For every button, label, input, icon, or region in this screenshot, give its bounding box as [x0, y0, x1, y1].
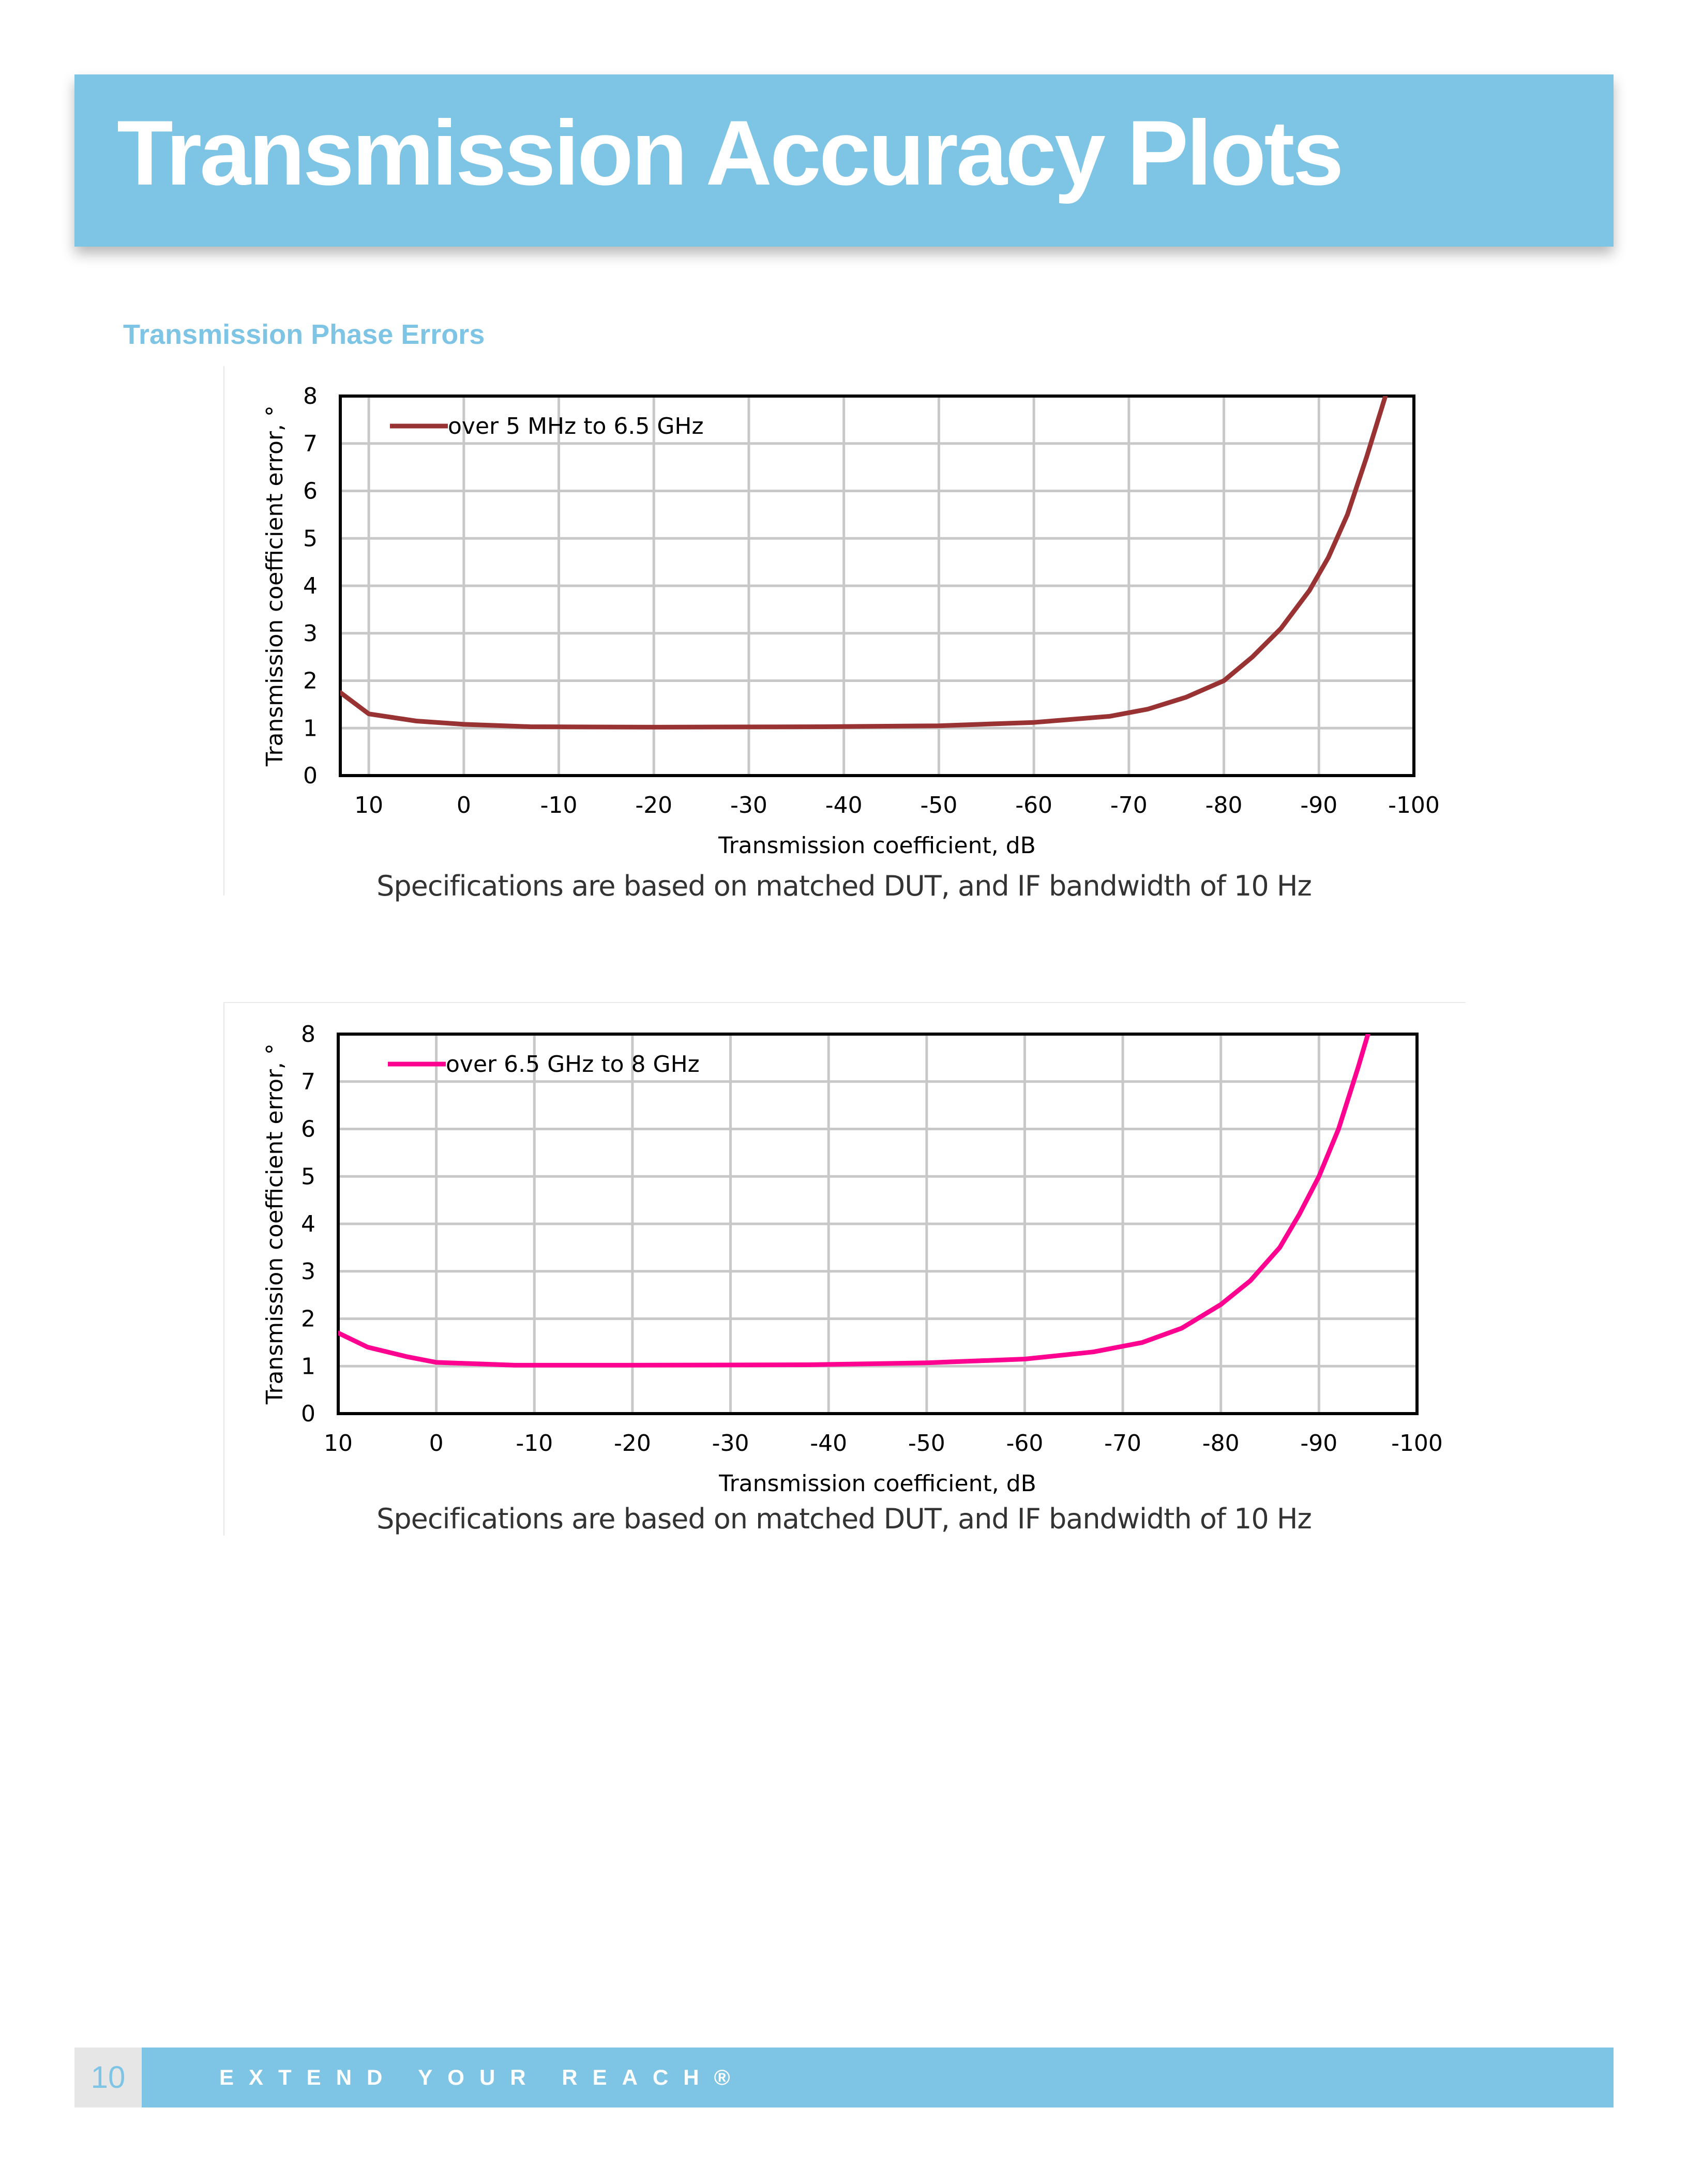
x-tick-label: -30 — [712, 1430, 749, 1457]
x-tick-label: -20 — [635, 792, 672, 818]
y-tick-label: 6 — [303, 478, 318, 505]
y-tick-label: 8 — [303, 383, 318, 410]
series-line — [340, 396, 1388, 730]
grid-lines — [337, 1033, 1419, 1415]
grid-lines — [340, 395, 1415, 777]
y-tick-label: 0 — [301, 1401, 315, 1427]
x-tick-label: -80 — [1202, 1430, 1240, 1457]
y-tick-label: 4 — [301, 1211, 315, 1237]
x-tick-label: -40 — [810, 1430, 847, 1457]
x-tick-label: -50 — [908, 1430, 945, 1457]
chart-caption-2: Specifications are based on matched DUT,… — [376, 1503, 1312, 1535]
footer-tagline: EXTEND YOUR REACH® — [219, 2065, 745, 2089]
x-tick-label: -10 — [540, 792, 578, 818]
page-number: 10 — [74, 2048, 142, 2107]
y-axis-label: Transmission coefficient error, ° — [262, 405, 288, 767]
y-tick-label: 3 — [301, 1258, 315, 1285]
y-axis-label: Transmission coefficient error, ° — [262, 1043, 288, 1405]
x-tick-label: -80 — [1205, 792, 1243, 818]
y-tick-label: 7 — [301, 1069, 315, 1095]
y-tick-label: 0 — [303, 763, 318, 789]
legend-label: over 5 MHz to 6.5 GHz — [448, 413, 704, 439]
chart-frame-1: 10 0 -10 -20 -30 -40 -50 -60 -70 -80 -90 -100 0 1 2 3 4 5… — [223, 366, 1466, 896]
x-tick-label: -70 — [1110, 792, 1148, 818]
x-tick-label: -30 — [730, 792, 767, 818]
x-tick-label: -40 — [825, 792, 863, 818]
series-line — [338, 1034, 1370, 1368]
chart-caption-1: Specifications are based on matched DUT,… — [376, 870, 1312, 902]
x-tick-label: -70 — [1104, 1430, 1141, 1457]
x-tick-label: 0 — [429, 1430, 444, 1457]
chart-frame-2: 10 0 -10 -20 -30 -40 -50 -60 -70 -80 -90 -100 0 1 2 3 4 5… — [223, 1002, 1466, 1536]
x-axis-label: Transmission coefficient, dB — [718, 1470, 1036, 1497]
y-tick-label: 4 — [303, 573, 318, 599]
y-tick-label: 2 — [301, 1306, 315, 1332]
footer-bar: EXTEND YOUR REACH® — [142, 2048, 1614, 2107]
x-tick-label: -20 — [614, 1430, 651, 1457]
x-tick-label: -10 — [516, 1430, 553, 1457]
y-tick-label: 6 — [301, 1116, 315, 1143]
y-tick-label: 3 — [303, 620, 318, 647]
x-tick-label: -90 — [1300, 1430, 1337, 1457]
phase-error-chart-1: 10 0 -10 -20 -30 -40 -50 -60 -70 -80 -90 -100 0 1 2 3 4 5… — [262, 383, 1440, 859]
title-banner: Transmission Accuracy Plots — [74, 74, 1614, 247]
plot-area-border — [339, 395, 1415, 777]
x-tick-label: -100 — [1391, 1430, 1443, 1457]
x-tick-label: -60 — [1015, 792, 1052, 818]
x-tick-label: 0 — [457, 792, 471, 818]
plot-area-border — [337, 1033, 1419, 1415]
x-tick-label: -90 — [1300, 792, 1337, 818]
y-tick-label: 5 — [303, 525, 318, 552]
x-axis-label: Transmission coefficient, dB — [718, 832, 1036, 859]
y-tick-label: 8 — [301, 1021, 315, 1048]
x-tick-label: -50 — [920, 792, 957, 818]
x-tick-label: -60 — [1006, 1430, 1044, 1457]
x-tick-label: 10 — [354, 792, 383, 818]
y-tick-label: 5 — [301, 1163, 315, 1190]
section-title: Transmission Phase Errors — [123, 319, 485, 350]
y-tick-label: 2 — [303, 668, 318, 694]
y-tick-label: 1 — [301, 1353, 315, 1379]
phase-error-chart-2: 10 0 -10 -20 -30 -40 -50 -60 -70 -80 -90 -100 0 1 2 3 4 5… — [262, 1021, 1443, 1497]
x-tick-label: 10 — [324, 1430, 353, 1457]
page-title: Transmission Accuracy Plots — [117, 101, 1344, 204]
x-tick-label: -100 — [1388, 792, 1440, 818]
y-tick-label: 7 — [303, 431, 318, 457]
y-tick-label: 1 — [303, 715, 318, 741]
legend-label: over 6.5 GHz to 8 GHz — [446, 1051, 700, 1078]
